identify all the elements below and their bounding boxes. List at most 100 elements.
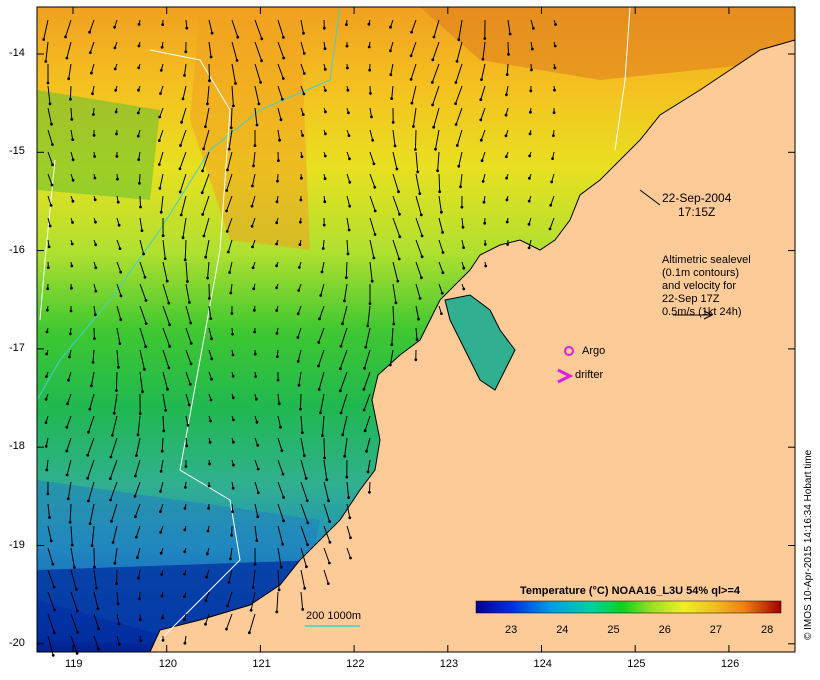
velocity-vector-head: [414, 148, 417, 151]
velocity-vector-head: [70, 242, 74, 246]
velocity-vector: [346, 173, 351, 183]
velocity-vector: [415, 239, 423, 257]
velocity-vector-head: [255, 123, 259, 127]
velocity-vector: [139, 371, 143, 392]
velocity-vector: [250, 591, 256, 611]
velocity-vector-head: [275, 286, 278, 290]
velocity-vector-head: [235, 59, 239, 62]
velocity-vector-head: [320, 270, 324, 274]
velocity-vector-head: [484, 264, 488, 268]
velocity-vector-head: [139, 639, 143, 643]
velocity-vector: [322, 239, 325, 249]
velocity-vector: [323, 569, 329, 584]
velocity-vector-head: [322, 26, 326, 30]
velocity-vector: [460, 173, 463, 187]
velocity-vector-head: [368, 490, 371, 494]
velocity-vector-head: [482, 200, 486, 204]
warm-water-patch: [420, 7, 795, 80]
velocity-vector-head: [252, 164, 255, 168]
velocity-vector-head: [398, 212, 401, 216]
velocity-vector-head: [94, 266, 98, 270]
velocity-vector-head: [347, 496, 350, 499]
velocity-vector: [367, 305, 371, 326]
velocity-vector-head: [69, 309, 73, 313]
y-axis-label: -15: [9, 145, 25, 158]
velocity-vector: [89, 19, 95, 33]
velocity-vector-head: [440, 210, 443, 214]
velocity-vector-head: [179, 144, 182, 147]
velocity-vector-head: [296, 360, 300, 363]
velocity-vector: [206, 85, 210, 104]
velocity-vector-head: [138, 618, 142, 622]
velocity-vector: [340, 393, 348, 414]
velocity-vector-head: [347, 228, 351, 232]
velocity-vector-head: [115, 582, 118, 586]
velocity-vector: [277, 41, 285, 59]
velocity-vector: [208, 41, 212, 58]
velocity-vector-head: [49, 204, 53, 207]
velocity-vector-head: [202, 147, 206, 151]
velocity-vector-head: [282, 496, 285, 499]
velocity-vector-head: [253, 144, 257, 148]
velocity-vector-head: [138, 412, 142, 416]
velocity-vector: [254, 107, 258, 126]
velocity-vector-head: [275, 332, 279, 335]
velocity-vector-head: [161, 638, 165, 642]
velocity-vector-head: [419, 213, 423, 217]
velocity-vector-head: [70, 286, 73, 290]
velocity-vector-head: [432, 35, 436, 39]
velocity-vector-head: [504, 134, 508, 138]
velocity-vector-head: [231, 353, 235, 357]
velocity-vector: [321, 415, 325, 436]
velocity-vector: [363, 371, 371, 390]
velocity-vector: [300, 525, 308, 545]
velocity-vector-head: [136, 556, 139, 559]
velocity-vector-head: [326, 582, 330, 585]
velocity-vector-head: [260, 37, 264, 41]
velocity-vector-head: [226, 604, 230, 608]
velocity-vector-head: [134, 515, 137, 519]
velocity-vector-head: [45, 330, 49, 334]
velocity-vector-head: [189, 362, 193, 366]
velocity-vector-head: [256, 491, 260, 495]
velocity-vector-head: [323, 47, 327, 51]
velocity-vector-head: [133, 494, 137, 498]
velocity-vector: [208, 349, 213, 360]
velocity-vector: [320, 283, 325, 296]
velocity-vector-head: [299, 198, 303, 202]
velocity-vector-head: [187, 403, 191, 407]
velocity-vector-head: [231, 374, 235, 378]
velocity-vector: [438, 173, 441, 192]
velocity-vector: [66, 437, 72, 452]
velocity-vector-head: [347, 111, 350, 115]
velocity-vector: [299, 393, 302, 410]
velocity-vector-head: [250, 224, 254, 228]
velocity-vector-head: [528, 154, 532, 158]
velocity-vector: [92, 349, 95, 363]
velocity-vector: [47, 613, 55, 633]
velocity-vector-head: [418, 297, 422, 300]
velocity-vector-head: [137, 158, 141, 162]
velocity-vector-head: [530, 47, 534, 51]
velocity-vector: [369, 261, 373, 282]
velocity-vector: [252, 569, 256, 588]
velocity-vector: [139, 239, 145, 255]
velocity-vector: [318, 327, 325, 343]
velocity-vector: [208, 305, 212, 319]
velocity-vector-head: [412, 125, 415, 128]
velocity-vector: [392, 239, 400, 260]
velocity-vector-head: [392, 322, 396, 326]
velocity-vector-head: [349, 536, 352, 540]
velocity-vector: [480, 129, 486, 141]
velocity-vector: [323, 547, 330, 564]
velocity-vector: [369, 217, 376, 235]
velocity-vector: [65, 19, 72, 38]
velocity-vector-head: [65, 56, 69, 60]
velocity-vector-head: [276, 378, 280, 382]
velocity-vector-head: [372, 162, 376, 166]
velocity-vector: [87, 437, 95, 456]
velocity-vector-head: [506, 243, 509, 246]
velocity-vector: [438, 283, 443, 294]
velocity-vector: [300, 41, 305, 54]
y-axis-label: -14: [9, 47, 25, 59]
